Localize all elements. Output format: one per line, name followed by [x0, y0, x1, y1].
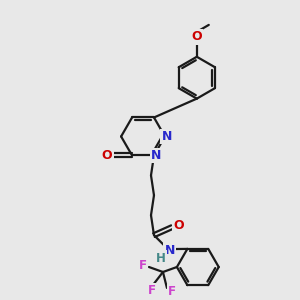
- Text: H: H: [156, 252, 166, 265]
- Text: F: F: [168, 285, 176, 298]
- Text: F: F: [139, 259, 147, 272]
- Text: N: N: [165, 244, 175, 256]
- Text: O: O: [102, 149, 112, 162]
- Text: O: O: [174, 219, 184, 232]
- Text: O: O: [191, 30, 202, 44]
- Text: F: F: [148, 284, 156, 297]
- Text: N: N: [162, 130, 172, 143]
- Text: N: N: [151, 149, 161, 162]
